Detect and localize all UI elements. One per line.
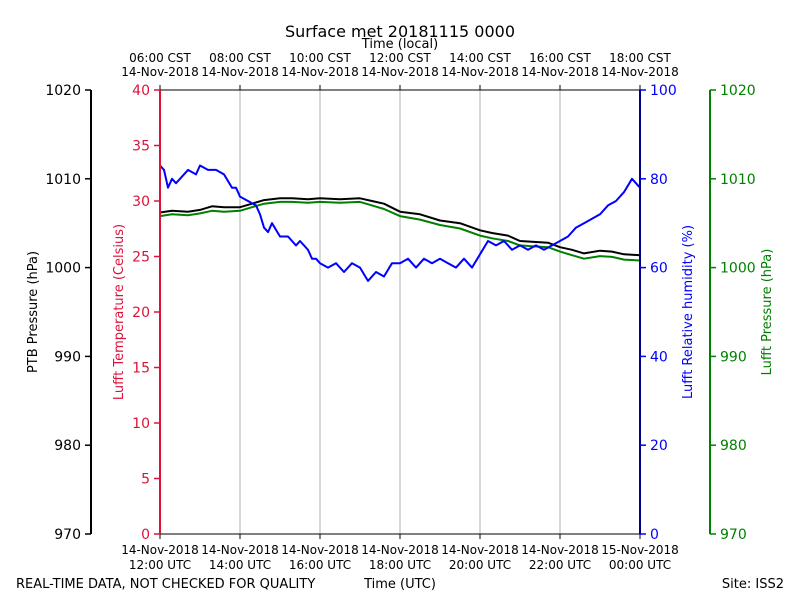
chart-title: Surface met 20181115 0000 — [285, 22, 515, 41]
top-x-tick-date: 14-Nov-2018 — [521, 65, 599, 79]
bottom-x-tick-date: 15-Nov-2018 — [601, 543, 679, 557]
series-ptb-pressure — [159, 197, 641, 257]
lufft-pressure-tick-label: 1000 — [720, 261, 756, 277]
humidity-tick-label: 60 — [650, 261, 668, 277]
lufft-pressure-tick-label: 1020 — [720, 83, 756, 99]
top-x-tick-time: 14:00 CST — [449, 51, 511, 65]
data-series — [159, 164, 641, 282]
temperature-tick-label: 10 — [132, 416, 150, 432]
humidity-tick-label: 20 — [650, 438, 668, 454]
humidity-axis-title: Lufft Relative humidity (%) — [681, 225, 696, 399]
temperature-tick-label: 20 — [132, 305, 150, 321]
top-x-tick-time: 16:00 CST — [529, 51, 591, 65]
temperature-tick-label: 35 — [132, 139, 150, 155]
humidity-tick-label: 40 — [650, 349, 668, 365]
top-axis-label: Time (local) — [361, 37, 438, 52]
ptb-pressure-tick-label: 1020 — [45, 83, 81, 99]
top-x-tick-time: 12:00 CST — [369, 51, 431, 65]
bottom-x-tick-time: 00:00 UTC — [609, 558, 671, 572]
site-label: Site: ISS2 — [722, 577, 784, 592]
bottom-x-tick-time: 20:00 UTC — [449, 558, 511, 572]
top-x-tick-time: 06:00 CST — [129, 51, 191, 65]
ptb-pressure-tick-label: 1000 — [45, 261, 81, 277]
top-x-tick-date: 14-Nov-2018 — [121, 65, 199, 79]
temperature-tick-label: 30 — [132, 194, 150, 210]
temperature-tick-label: 40 — [132, 83, 150, 99]
top-x-tick-time: 10:00 CST — [289, 51, 351, 65]
temperature-tick-label: 15 — [132, 361, 150, 377]
ptb-pressure-axis-title: PTB Pressure (hPa) — [26, 251, 41, 373]
lufft-pressure-tick-label: 990 — [720, 349, 747, 365]
humidity-tick-label: 80 — [650, 172, 668, 188]
bottom-axis-label: Time (UTC) — [363, 577, 436, 592]
ptb-pressure-tick-label: 990 — [54, 349, 81, 365]
temperature-axis-title: Lufft Temperature (Celsius) — [112, 224, 127, 400]
bottom-x-tick-time: 12:00 UTC — [129, 558, 191, 572]
temperature-tick-label: 0 — [141, 527, 150, 543]
bottom-x-tick-time: 18:00 UTC — [369, 558, 431, 572]
top-x-tick-date: 14-Nov-2018 — [361, 65, 439, 79]
top-x-tick-date: 14-Nov-2018 — [281, 65, 359, 79]
bottom-x-tick-date: 14-Nov-2018 — [521, 543, 599, 557]
humidity-tick-label: 0 — [650, 527, 659, 543]
lufft-pressure-tick-label: 1010 — [720, 172, 756, 188]
bottom-x-tick-date: 14-Nov-2018 — [441, 543, 519, 557]
lufft-pressure-axis-title: Lufft Pressure (hPa) — [760, 249, 775, 376]
bottom-x-tick-time: 14:00 UTC — [209, 558, 271, 572]
top-x-tick-date: 14-Nov-2018 — [601, 65, 679, 79]
top-x-tick-date: 14-Nov-2018 — [201, 65, 279, 79]
bottom-x-tick-date: 14-Nov-2018 — [121, 543, 199, 557]
bottom-x-tick-time: 16:00 UTC — [289, 558, 351, 572]
ptb-pressure-tick-label: 1010 — [45, 172, 81, 188]
lufft-pressure-tick-label: 970 — [720, 527, 747, 543]
series-lufft-pressure — [159, 200, 641, 262]
bottom-x-tick-date: 14-Nov-2018 — [281, 543, 359, 557]
top-x-tick-time: 08:00 CST — [209, 51, 271, 65]
bottom-x-tick-date: 14-Nov-2018 — [201, 543, 279, 557]
top-x-tick-time: 18:00 CST — [609, 51, 671, 65]
lufft-pressure-tick-label: 980 — [720, 438, 747, 454]
temperature-tick-label: 5 — [141, 472, 150, 488]
bottom-x-tick-time: 22:00 UTC — [529, 558, 591, 572]
temperature-tick-label: 25 — [132, 250, 150, 266]
bottom-x-tick-date: 14-Nov-2018 — [361, 543, 439, 557]
humidity-tick-label: 100 — [650, 83, 677, 99]
ptb-pressure-tick-label: 970 — [54, 527, 81, 543]
vertical-gridlines — [239, 90, 561, 534]
series-lufft-relative-humidity — [159, 164, 641, 282]
top-x-tick-date: 14-Nov-2018 — [441, 65, 519, 79]
ptb-pressure-tick-label: 980 — [54, 438, 81, 454]
quality-disclaimer: REAL-TIME DATA, NOT CHECKED FOR QUALITY — [16, 577, 315, 592]
